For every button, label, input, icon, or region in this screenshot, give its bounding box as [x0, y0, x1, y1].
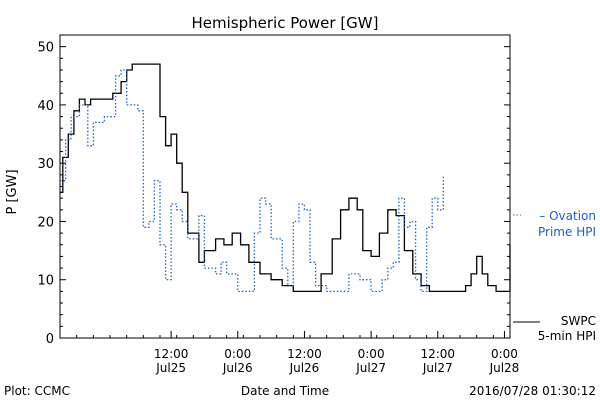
y-tick-label: 10 — [37, 274, 54, 289]
footer-timestamp: 2016/07/28 01:30:12 — [469, 384, 596, 398]
legend-swpc-text: SWPC — [561, 314, 596, 328]
y-tick-label: 50 — [37, 41, 54, 56]
x-tick-label-time: 0:00 — [491, 347, 518, 361]
series-swpc-line — [60, 63, 511, 293]
x-tick-label-date: Jul26 — [222, 361, 253, 375]
series-ovation-line — [60, 69, 444, 293]
legend-swpc-text: 5-min HPI — [538, 329, 596, 343]
x-tick-label-date: Jul28 — [489, 361, 520, 375]
x-tick-label-time: 0:00 — [224, 347, 251, 361]
x-tick-label-date: Jul26 — [289, 361, 320, 375]
chart-title: Hemispheric Power [GW] — [192, 14, 379, 32]
x-tick-label-time: 12:00 — [287, 347, 322, 361]
plot-frame — [59, 34, 511, 339]
y-tick-label: 30 — [37, 157, 54, 172]
y-tick-label: 20 — [37, 215, 54, 230]
plot-area: 0102030405012:00Jul250:00Jul2612:00Jul26… — [37, 34, 520, 375]
legend-ovation-text: Prime HPI — [538, 225, 596, 239]
x-tick-label-time: 12:00 — [420, 347, 455, 361]
x-tick-label-date: Jul27 — [355, 361, 386, 375]
y-tick-label: 40 — [37, 99, 54, 114]
y-tick-label: 0 — [46, 332, 54, 347]
x-tick-label-date: Jul27 — [422, 361, 453, 375]
footer-plot-credit: Plot: CCMC — [4, 384, 70, 398]
legend-ovation-text: – Ovation — [539, 209, 596, 223]
x-tick-label-time: 12:00 — [154, 347, 189, 361]
x-tick-label-date: Jul25 — [155, 361, 186, 375]
y-axis-label: P [GW] — [5, 169, 20, 214]
x-tick-label-time: 0:00 — [358, 347, 385, 361]
x-axis-label: Date and Time — [241, 384, 329, 398]
